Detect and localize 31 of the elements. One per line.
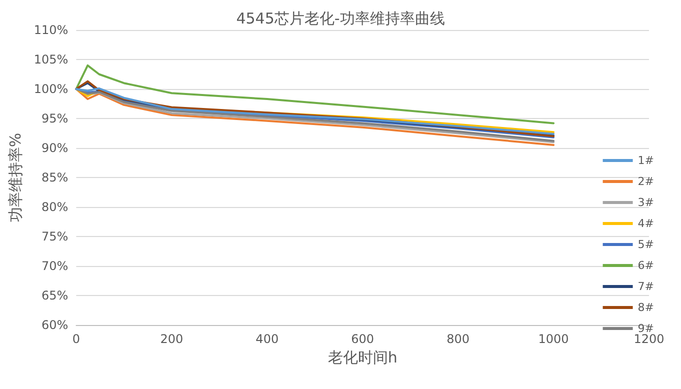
y-axis-title: 功率维持率% (6, 132, 24, 222)
y-tick-label: 100% (34, 82, 68, 96)
y-tick-label: 75% (42, 230, 68, 244)
x-tick-label: 1000 (538, 332, 569, 346)
line-series (75, 64, 555, 124)
y-tick-label: 65% (42, 288, 68, 302)
legend-label: 6# (638, 259, 654, 272)
legend-label: 3# (638, 196, 654, 209)
legend-label: 1# (638, 154, 654, 167)
y-tick-label: 95% (42, 112, 68, 126)
y-tick-label: 70% (42, 259, 68, 273)
chart-title: 4545芯片老化-功率维持率曲线 (236, 10, 445, 28)
y-tick-label: 110% (34, 23, 68, 37)
legend-label: 2# (638, 175, 654, 188)
y-tick-label: 80% (42, 200, 68, 214)
legend-label: 9# (638, 322, 654, 335)
x-tick-label: 600 (351, 332, 374, 346)
legend-label: 5# (638, 238, 654, 251)
y-tick-label: 105% (34, 52, 68, 66)
legend-label: 4# (638, 217, 654, 230)
x-tick-label: 400 (256, 332, 279, 346)
x-tick-label: 1200 (634, 332, 664, 346)
y-tick-label: 60% (42, 318, 68, 332)
x-tick-label: 0 (72, 332, 80, 346)
x-tick-label: 200 (160, 332, 184, 346)
y-tick-label: 90% (42, 141, 68, 155)
legend-label: 7# (638, 280, 654, 293)
legend-label: 8# (638, 301, 654, 314)
y-tick-label: 85% (42, 170, 68, 184)
x-tick-label: 800 (446, 332, 470, 346)
x-axis-title: 老化时间h (328, 348, 398, 366)
